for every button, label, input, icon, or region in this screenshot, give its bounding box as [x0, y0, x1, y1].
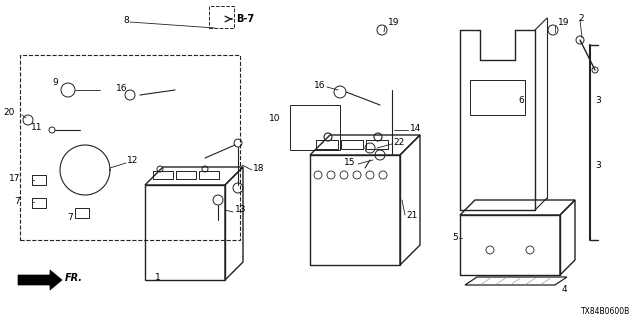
Bar	[366, 140, 388, 149]
Bar	[32, 198, 46, 208]
Text: 15: 15	[344, 157, 355, 166]
Text: 9: 9	[52, 77, 58, 86]
Bar	[341, 140, 363, 149]
Text: 5: 5	[452, 234, 458, 243]
Text: FR.: FR.	[65, 273, 83, 283]
Text: 4: 4	[562, 285, 568, 294]
Text: 13: 13	[235, 205, 246, 214]
Text: 3: 3	[595, 161, 601, 170]
Text: 18: 18	[253, 164, 264, 172]
Text: 12: 12	[127, 156, 138, 164]
Text: B-7: B-7	[236, 14, 254, 24]
Bar	[32, 175, 46, 185]
Bar	[176, 171, 196, 179]
Text: 7: 7	[14, 197, 20, 206]
Bar	[153, 171, 173, 179]
Text: 22: 22	[393, 138, 404, 147]
Text: 3: 3	[595, 95, 601, 105]
Text: 10: 10	[269, 114, 280, 123]
Bar	[199, 171, 219, 179]
Text: 16: 16	[115, 84, 127, 92]
Bar	[75, 208, 89, 218]
Text: 17: 17	[8, 173, 20, 182]
Text: 2: 2	[578, 13, 584, 22]
Text: 19: 19	[558, 18, 570, 27]
Bar	[290, 105, 340, 150]
Polygon shape	[18, 270, 62, 290]
Bar	[310, 155, 400, 265]
Text: 20: 20	[4, 108, 15, 116]
Text: 16: 16	[314, 81, 325, 90]
Bar	[470, 80, 525, 115]
Text: 11: 11	[31, 123, 42, 132]
Bar	[316, 140, 338, 149]
Bar	[20, 55, 240, 240]
Text: 19: 19	[388, 18, 399, 27]
Bar	[209, 6, 234, 28]
Text: 8: 8	[123, 15, 129, 25]
Text: 1: 1	[155, 274, 161, 283]
Text: 21: 21	[406, 211, 417, 220]
Text: TX84B0600B: TX84B0600B	[580, 308, 630, 316]
Text: 7: 7	[67, 213, 73, 222]
Text: 14: 14	[410, 124, 421, 132]
Bar	[145, 185, 225, 280]
Text: 6: 6	[518, 95, 524, 105]
